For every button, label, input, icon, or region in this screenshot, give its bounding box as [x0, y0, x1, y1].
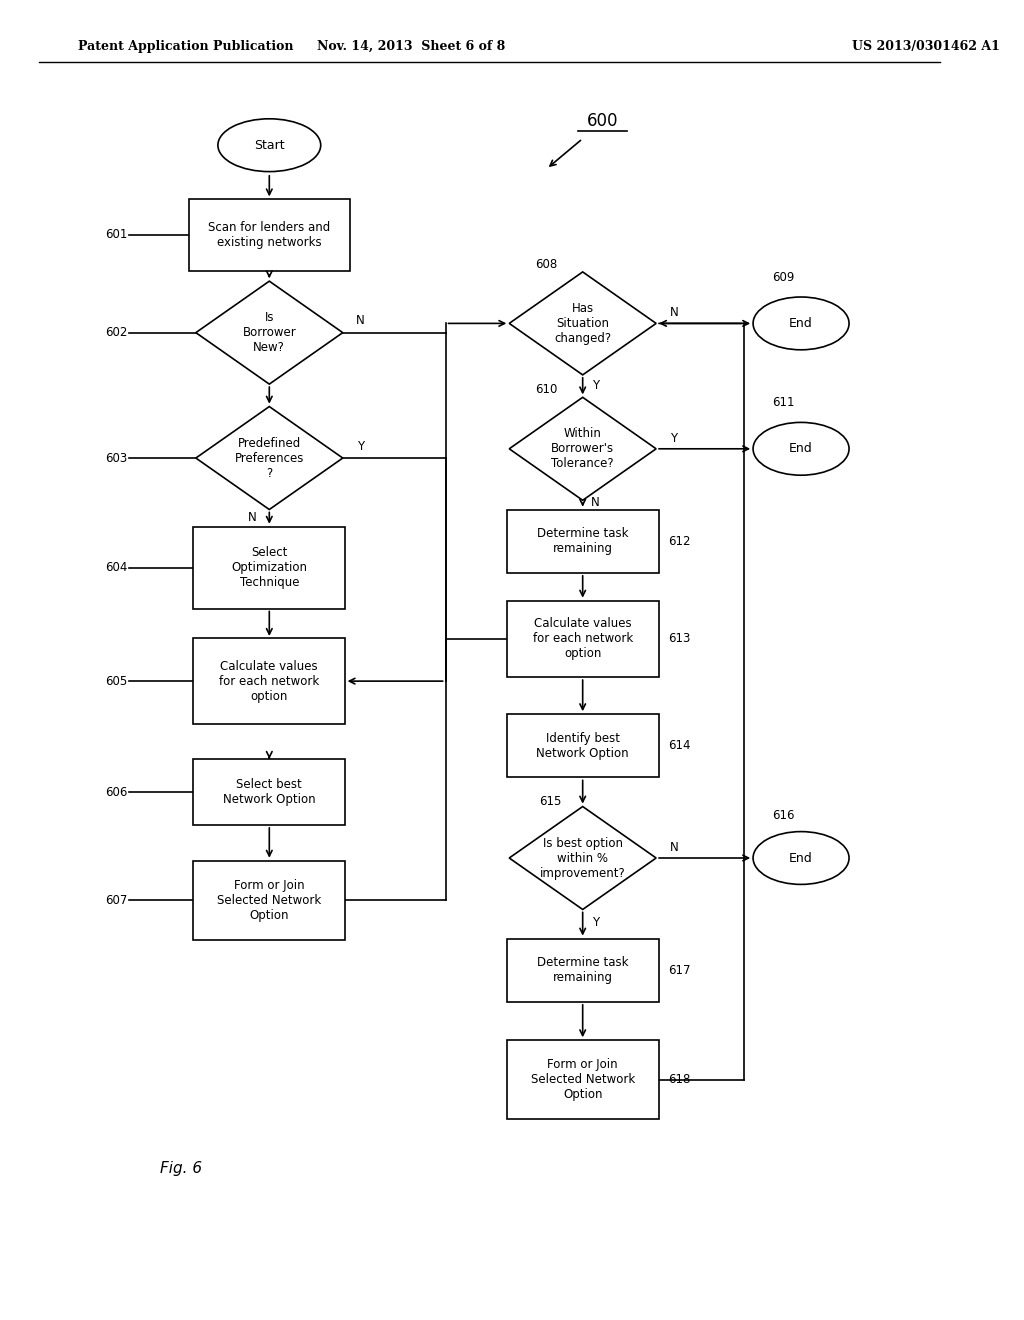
Polygon shape [509, 397, 656, 500]
FancyBboxPatch shape [194, 527, 345, 609]
Text: Nov. 14, 2013  Sheet 6 of 8: Nov. 14, 2013 Sheet 6 of 8 [317, 40, 506, 53]
Polygon shape [509, 807, 656, 909]
Text: Determine task
remaining: Determine task remaining [537, 527, 629, 556]
Polygon shape [509, 272, 656, 375]
FancyBboxPatch shape [194, 861, 345, 940]
Text: 611: 611 [772, 396, 795, 409]
Text: 603: 603 [105, 451, 127, 465]
Text: 618: 618 [668, 1073, 690, 1086]
Text: 616: 616 [772, 809, 795, 822]
Text: Patent Application Publication: Patent Application Publication [79, 40, 294, 53]
Text: N: N [356, 314, 365, 327]
Text: Calculate values
for each network
option: Calculate values for each network option [219, 660, 319, 702]
Text: 617: 617 [668, 964, 690, 977]
Ellipse shape [218, 119, 321, 172]
Text: End: End [790, 851, 813, 865]
Text: Select best
Network Option: Select best Network Option [223, 777, 315, 807]
Text: 604: 604 [104, 561, 127, 574]
Text: 609: 609 [772, 271, 795, 284]
Text: Determine task
remaining: Determine task remaining [537, 956, 629, 985]
Text: 608: 608 [536, 257, 558, 271]
Text: End: End [790, 317, 813, 330]
Text: Within
Borrower's
Tolerance?: Within Borrower's Tolerance? [551, 428, 614, 470]
Text: Calculate values
for each network
option: Calculate values for each network option [532, 618, 633, 660]
Ellipse shape [753, 297, 849, 350]
FancyBboxPatch shape [507, 714, 658, 777]
Text: End: End [790, 442, 813, 455]
FancyBboxPatch shape [194, 639, 345, 723]
FancyBboxPatch shape [188, 198, 350, 272]
Text: Y: Y [592, 379, 599, 392]
Text: Y: Y [592, 916, 599, 929]
Text: Predefined
Preferences
?: Predefined Preferences ? [234, 437, 304, 479]
Text: Start: Start [254, 139, 285, 152]
Text: Y: Y [356, 440, 364, 453]
Polygon shape [196, 407, 343, 510]
Ellipse shape [753, 422, 849, 475]
Text: N: N [670, 841, 678, 854]
Text: 601: 601 [104, 228, 127, 242]
Text: Form or Join
Selected Network
Option: Form or Join Selected Network Option [217, 879, 322, 921]
Text: Y: Y [670, 432, 677, 445]
Text: N: N [670, 306, 678, 319]
Text: 614: 614 [668, 739, 690, 752]
Text: 602: 602 [104, 326, 127, 339]
Text: 600: 600 [587, 112, 618, 131]
FancyBboxPatch shape [507, 601, 658, 677]
Text: US 2013/0301462 A1: US 2013/0301462 A1 [852, 40, 999, 53]
Text: Select
Optimization
Technique: Select Optimization Technique [231, 546, 307, 589]
Text: 607: 607 [104, 894, 127, 907]
Text: 612: 612 [668, 535, 690, 548]
Text: N: N [248, 511, 257, 524]
FancyBboxPatch shape [194, 759, 345, 825]
Text: Fig. 6: Fig. 6 [160, 1160, 202, 1176]
Text: Is best option
within %
improvement?: Is best option within % improvement? [540, 837, 626, 879]
Text: 605: 605 [105, 675, 127, 688]
Text: 606: 606 [104, 785, 127, 799]
Text: 613: 613 [668, 632, 690, 645]
Polygon shape [196, 281, 343, 384]
Text: Scan for lenders and
existing networks: Scan for lenders and existing networks [208, 220, 331, 249]
Text: Is
Borrower
New?: Is Borrower New? [243, 312, 296, 354]
Text: Form or Join
Selected Network
Option: Form or Join Selected Network Option [530, 1059, 635, 1101]
Text: N: N [591, 496, 600, 510]
Text: 615: 615 [540, 795, 561, 808]
Text: Identify best
Network Option: Identify best Network Option [537, 731, 629, 760]
Text: 610: 610 [536, 383, 558, 396]
FancyBboxPatch shape [507, 1040, 658, 1119]
FancyBboxPatch shape [507, 510, 658, 573]
Text: Has
Situation
changed?: Has Situation changed? [554, 302, 611, 345]
FancyBboxPatch shape [507, 939, 658, 1002]
Ellipse shape [753, 832, 849, 884]
